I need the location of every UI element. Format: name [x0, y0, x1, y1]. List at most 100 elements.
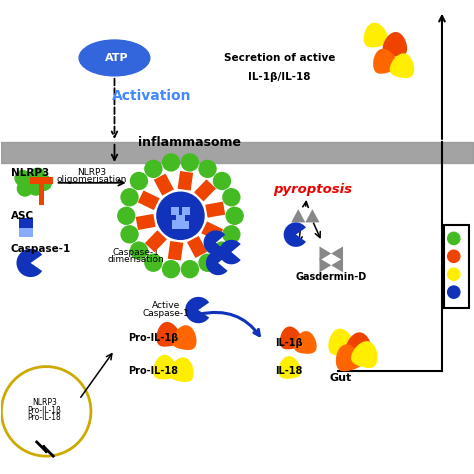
Bar — [173, 220, 181, 228]
Polygon shape — [169, 357, 194, 382]
Bar — [176, 215, 185, 224]
Text: Caspase-1: Caspase-1 — [11, 244, 71, 254]
Text: Gasdermin-D: Gasdermin-D — [296, 272, 367, 282]
Ellipse shape — [118, 207, 135, 224]
Bar — [178, 171, 193, 191]
Polygon shape — [17, 249, 42, 277]
Bar — [168, 241, 183, 261]
Bar — [182, 207, 191, 215]
Text: Caspase-1: Caspase-1 — [112, 248, 159, 257]
Ellipse shape — [121, 189, 138, 206]
Text: Pro-IL-1β: Pro-IL-1β — [128, 333, 179, 343]
Ellipse shape — [199, 160, 216, 177]
Ellipse shape — [130, 173, 147, 190]
Ellipse shape — [130, 242, 147, 259]
Bar — [181, 221, 190, 229]
Text: pyroptosis: pyroptosis — [273, 183, 352, 196]
Polygon shape — [206, 251, 228, 275]
Polygon shape — [203, 230, 225, 255]
Text: Activation: Activation — [112, 89, 192, 103]
Ellipse shape — [223, 189, 240, 206]
Polygon shape — [328, 328, 355, 356]
Bar — [19, 228, 33, 237]
Polygon shape — [331, 258, 343, 273]
Text: ASC: ASC — [11, 211, 34, 221]
Text: IL-1β: IL-1β — [275, 338, 302, 348]
Ellipse shape — [182, 154, 198, 171]
Ellipse shape — [163, 261, 180, 278]
Bar — [145, 230, 167, 252]
Ellipse shape — [447, 232, 460, 245]
Ellipse shape — [226, 207, 243, 224]
Ellipse shape — [18, 181, 33, 196]
Text: NLRP3: NLRP3 — [11, 168, 49, 178]
Bar — [205, 201, 225, 218]
Ellipse shape — [199, 254, 216, 271]
Polygon shape — [383, 32, 407, 56]
Text: NLRP3: NLRP3 — [77, 168, 107, 177]
Polygon shape — [336, 345, 362, 371]
Polygon shape — [280, 327, 302, 349]
Ellipse shape — [28, 180, 43, 195]
Bar — [171, 207, 179, 215]
Ellipse shape — [30, 168, 45, 183]
Ellipse shape — [447, 250, 460, 263]
Polygon shape — [172, 325, 197, 350]
Ellipse shape — [157, 192, 204, 239]
Text: Pro-IL-18: Pro-IL-18 — [128, 366, 179, 376]
Polygon shape — [390, 53, 414, 78]
Polygon shape — [185, 297, 209, 323]
Polygon shape — [278, 356, 301, 379]
Bar — [19, 218, 33, 228]
Ellipse shape — [447, 286, 460, 298]
Ellipse shape — [163, 154, 180, 171]
Ellipse shape — [182, 261, 198, 278]
Ellipse shape — [145, 160, 162, 177]
Bar — [444, 225, 469, 308]
Ellipse shape — [145, 254, 162, 271]
Polygon shape — [291, 209, 305, 222]
Text: inflammasome: inflammasome — [138, 136, 241, 149]
Ellipse shape — [36, 175, 51, 191]
Bar — [38, 179, 44, 205]
Ellipse shape — [15, 171, 30, 186]
Polygon shape — [153, 355, 178, 379]
Text: Pro-IL-1β: Pro-IL-1β — [27, 406, 61, 415]
Text: NLRP3: NLRP3 — [32, 398, 57, 407]
Polygon shape — [305, 209, 319, 222]
Polygon shape — [351, 341, 377, 368]
Text: IL-1β/IL-18: IL-1β/IL-18 — [248, 72, 310, 82]
Polygon shape — [294, 331, 317, 354]
Text: Active: Active — [152, 301, 181, 310]
Bar — [194, 179, 216, 201]
Ellipse shape — [223, 226, 240, 243]
Text: Caspase-1: Caspase-1 — [143, 310, 190, 319]
Bar — [154, 173, 174, 196]
Polygon shape — [373, 49, 398, 74]
Polygon shape — [319, 258, 331, 273]
Ellipse shape — [213, 173, 230, 190]
Ellipse shape — [79, 40, 150, 76]
Text: IL-18: IL-18 — [275, 366, 302, 376]
Ellipse shape — [121, 226, 138, 243]
Bar — [136, 214, 155, 230]
Polygon shape — [219, 240, 241, 264]
Ellipse shape — [447, 268, 460, 280]
Polygon shape — [319, 246, 331, 261]
Text: Secretion of active: Secretion of active — [224, 53, 335, 63]
Polygon shape — [331, 246, 343, 261]
Ellipse shape — [213, 242, 230, 259]
Polygon shape — [364, 23, 388, 47]
Text: oligomerisation: oligomerisation — [57, 174, 127, 183]
Text: dimerisation: dimerisation — [107, 255, 164, 264]
Polygon shape — [283, 222, 306, 247]
Text: ATP: ATP — [105, 53, 128, 63]
Text: Gut: Gut — [329, 374, 352, 383]
Bar — [30, 177, 53, 184]
Bar — [201, 221, 223, 241]
Text: Pro-IL-18: Pro-IL-18 — [27, 413, 61, 422]
Polygon shape — [156, 322, 181, 346]
Polygon shape — [346, 332, 372, 359]
Bar — [138, 191, 160, 210]
Bar — [187, 236, 207, 258]
